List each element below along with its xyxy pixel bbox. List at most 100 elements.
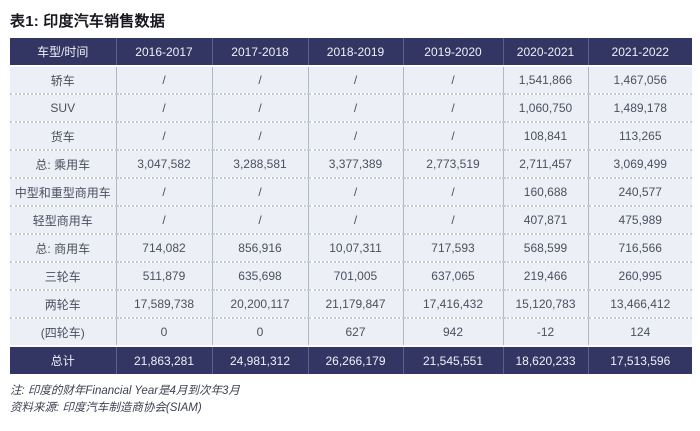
row-label: 总计 [10, 345, 117, 374]
cell-value: 160,688 [503, 177, 589, 206]
cell-value: 219,466 [503, 261, 589, 290]
cell-value: 21,545,551 [403, 345, 504, 374]
cell-value: / [308, 177, 404, 206]
cell-value: / [403, 205, 504, 234]
cell-value: 716,566 [588, 233, 692, 262]
column-header: 2017-2018 [212, 38, 309, 66]
cell-value: 1,541,866 [503, 65, 589, 94]
cell-value: 24,981,312 [212, 345, 309, 374]
cell-value: 0 [212, 317, 309, 346]
cell-value: 20,200,117 [212, 289, 309, 318]
column-header: 2016-2017 [116, 38, 213, 66]
cell-value: 856,916 [212, 233, 309, 262]
cell-value: 635,698 [212, 261, 309, 290]
cell-value: / [212, 93, 309, 122]
cell-value: 2,711,457 [503, 149, 589, 178]
cell-value: / [116, 93, 213, 122]
row-label: 总: 乘用车 [10, 149, 117, 178]
table-row: 轻型商用车 / / //407,871 475,989 [10, 205, 692, 234]
row-label: 货车 [10, 121, 117, 150]
cell-value: 1,489,178 [588, 93, 692, 122]
cell-value: 714,082 [116, 233, 213, 262]
cell-value: 17,513,596 [588, 345, 692, 374]
cell-value: 21,863,281 [116, 345, 213, 374]
table-row: 中型和重型商用车 / / //160,688 240,577 [10, 177, 692, 206]
table-notes: 注: 印度的财年Financial Year是4月到次年3月 资料来源: 印度汽… [10, 383, 692, 416]
cell-value: 568,599 [503, 233, 589, 262]
cell-value: 3,047,582 [116, 149, 213, 178]
cell-value: 1,467,056 [588, 65, 692, 94]
cell-value: / [116, 205, 213, 234]
table-body: 轿车 / / //1,541,866 1,467,056 SUV / / //1,060,750… [10, 65, 692, 374]
table-row: SUV / / //1,060,750 1,489,178 [10, 93, 692, 122]
india-auto-sales-table: 车型/时间 2016-2017 2017-2018 2018-2019 2019-202… [10, 38, 692, 374]
table-row: 货车 / / //108,841 113,265 [10, 121, 692, 150]
cell-value: / [403, 93, 504, 122]
note-financial-year: 注: 印度的财年Financial Year是4月到次年3月 [10, 385, 240, 397]
column-header: 车型/时间 [10, 38, 117, 66]
cell-value: 701,005 [308, 261, 404, 290]
row-label: SUV [10, 93, 117, 122]
cell-value: / [212, 177, 309, 206]
cell-value: / [116, 65, 213, 94]
cell-value: 407,871 [503, 205, 589, 234]
table-row: 总: 乘用车 3,047,582 3,288,581 3,377,389 2,773,5… [10, 149, 692, 178]
cell-value: 13,466,412 [588, 289, 692, 318]
table-head: 车型/时间 2016-2017 2017-2018 2018-2019 2019-202… [10, 38, 692, 66]
cell-value: 3,288,581 [212, 149, 309, 178]
cell-value: 3,069,499 [588, 149, 692, 178]
table-row: 三轮车 511,879 635,698 701,005 637,065 219,466 26… [10, 261, 692, 290]
cell-value: / [308, 121, 404, 150]
row-label: 总: 商用车 [10, 233, 117, 262]
row-label: 两轮车 [10, 289, 117, 318]
column-header: 2018-2019 [308, 38, 404, 66]
cell-value: 942 [403, 317, 504, 346]
cell-value: 475,989 [588, 205, 692, 234]
table-row: 轿车 / / //1,541,866 1,467,056 [10, 65, 692, 94]
cell-value: 17,589,738 [116, 289, 213, 318]
cell-value: 2,773,519 [403, 149, 504, 178]
table-header-row: 车型/时间 2016-2017 2017-2018 2018-2019 2019-202… [10, 38, 692, 66]
cell-value: / [212, 205, 309, 234]
cell-value: / [308, 93, 404, 122]
table-row: (四轮车) 0 0 627 942 -12 124 [10, 317, 692, 346]
cell-value: 108,841 [503, 121, 589, 150]
table-total-row: 总计 21,863,281 24,981,312 26,266,179 21,545,5… [10, 345, 692, 374]
cell-value: 717,593 [403, 233, 504, 262]
cell-value: 26,266,179 [308, 345, 404, 374]
cell-value: / [308, 65, 404, 94]
column-header: 2020-2021 [503, 38, 589, 66]
row-label: 中型和重型商用车 [10, 177, 117, 206]
cell-value: 511,879 [116, 261, 213, 290]
row-label: 轻型商用车 [10, 205, 117, 234]
cell-value: 10,07,311 [308, 233, 404, 262]
cell-value: 240,577 [588, 177, 692, 206]
cell-value: / [403, 121, 504, 150]
cell-value: 15,120,783 [503, 289, 589, 318]
cell-value: 1,060,750 [503, 93, 589, 122]
cell-value: 3,377,389 [308, 149, 404, 178]
cell-value: 21,179,847 [308, 289, 404, 318]
cell-value: 260,995 [588, 261, 692, 290]
table-row: 总: 商用车 714,082 856,916 10,07,311 717,593 568,… [10, 233, 692, 262]
cell-value: 0 [116, 317, 213, 346]
table-row: 两轮车 17,589,738 20,200,117 21,179,847 17,416,… [10, 289, 692, 318]
cell-value: 627 [308, 317, 404, 346]
row-label: 轿车 [10, 65, 117, 94]
row-label: 三轮车 [10, 261, 117, 290]
cell-value: -12 [503, 317, 589, 346]
table-title: 表1: 印度汽车销售数据 [10, 13, 165, 30]
column-header: 2019-2020 [403, 38, 504, 66]
cell-value: / [308, 205, 404, 234]
cell-value: / [403, 177, 504, 206]
cell-value: / [403, 65, 504, 94]
cell-value: 637,065 [403, 261, 504, 290]
column-header: 2021-2022 [588, 38, 692, 66]
cell-value: / [116, 121, 213, 150]
cell-value: 18,620,233 [503, 345, 589, 374]
note-source: 资料来源: 印度汽车制造商协会(SIAM) [10, 401, 202, 414]
cell-value: / [212, 121, 309, 150]
row-label: (四轮车) [10, 317, 117, 346]
document-page: 表1: 印度汽车销售数据 车型/时间 2016-2017 2017-2018 2018… [10, 13, 692, 416]
cell-value: 124 [588, 317, 692, 346]
